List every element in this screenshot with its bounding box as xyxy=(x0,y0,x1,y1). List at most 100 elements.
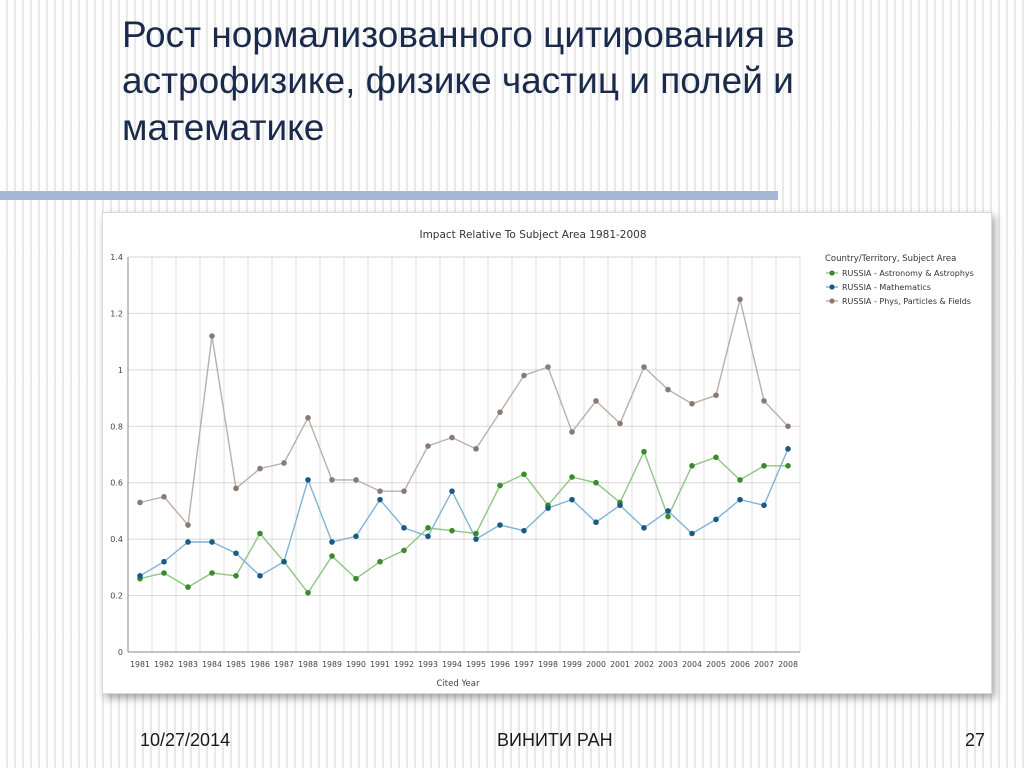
data-point xyxy=(185,584,191,590)
data-point xyxy=(425,533,431,540)
x-tick-label: 2007 xyxy=(754,660,774,669)
data-point xyxy=(233,550,239,557)
data-point xyxy=(257,530,263,537)
x-tick-label: 2003 xyxy=(658,660,678,669)
data-point xyxy=(689,400,695,407)
data-point xyxy=(569,429,575,435)
data-point xyxy=(329,477,335,483)
data-point xyxy=(161,558,167,565)
y-tick-label: 0.4 xyxy=(110,535,123,544)
data-point xyxy=(257,573,263,579)
data-point xyxy=(545,505,551,511)
data-point xyxy=(329,553,335,559)
data-point xyxy=(593,519,599,526)
data-point xyxy=(161,494,167,500)
data-point xyxy=(761,462,767,469)
x-tick-label: 1993 xyxy=(418,660,438,669)
data-point xyxy=(473,530,479,537)
y-tick-label: 0.2 xyxy=(110,592,123,601)
data-point xyxy=(617,502,623,509)
y-tick-label: 0 xyxy=(118,648,123,657)
data-point xyxy=(137,573,143,579)
legend-swatch-marker xyxy=(829,284,835,290)
x-tick-label: 1982 xyxy=(154,660,174,669)
data-point xyxy=(401,547,407,554)
data-point xyxy=(665,513,671,520)
data-point xyxy=(209,333,215,339)
title-divider xyxy=(0,191,778,200)
x-tick-label: 1981 xyxy=(130,660,150,669)
data-point xyxy=(377,496,383,503)
x-tick-label: 1986 xyxy=(250,660,270,669)
legend-swatch-marker xyxy=(829,270,835,276)
x-axis-label: Cited Year xyxy=(437,679,480,689)
data-point xyxy=(785,423,791,430)
data-point xyxy=(689,530,695,537)
data-point xyxy=(185,539,191,545)
slide-title-line: астрофизике, физике частиц и полей и xyxy=(122,60,794,102)
data-point xyxy=(593,398,599,404)
page-number: 27 xyxy=(965,730,986,750)
chart-title: Impact Relative To Subject Area 1981-200… xyxy=(419,229,646,241)
x-tick-label: 2008 xyxy=(778,660,798,669)
data-point xyxy=(305,415,311,421)
x-tick-label: 1987 xyxy=(274,660,294,669)
data-point xyxy=(665,508,671,514)
x-tick-label: 1994 xyxy=(442,660,462,669)
y-tick-label: 0.8 xyxy=(110,422,123,431)
data-point xyxy=(617,420,623,427)
data-point xyxy=(281,558,287,565)
x-tick-label: 2005 xyxy=(706,660,726,669)
data-point xyxy=(497,409,503,415)
footer-organization: ВИНИТИ РАН xyxy=(497,730,613,750)
data-point xyxy=(689,462,695,469)
x-tick-label: 1988 xyxy=(298,660,318,669)
data-point xyxy=(449,527,455,534)
data-point xyxy=(425,525,431,531)
data-point xyxy=(449,434,455,441)
data-point xyxy=(785,462,791,469)
data-point xyxy=(665,386,671,393)
data-point xyxy=(521,372,527,379)
x-tick-label: 1983 xyxy=(178,660,198,669)
data-point xyxy=(473,446,479,452)
slide-title-line: Рост нормализованного цитирования в xyxy=(122,14,795,55)
slide-title-line: математике xyxy=(122,106,325,148)
data-point xyxy=(473,536,479,542)
data-point xyxy=(425,443,431,449)
x-tick-label: 1989 xyxy=(322,660,342,669)
data-point xyxy=(377,558,383,565)
footer-date: 10/27/2014 xyxy=(140,730,231,750)
data-point xyxy=(545,364,551,370)
data-point xyxy=(401,488,407,494)
slide-title: Рост нормализованного цитирования в астр… xyxy=(122,12,1002,151)
x-tick-label: 1990 xyxy=(346,660,366,669)
legend-title: Country/Territory, Subject Area xyxy=(825,254,956,264)
data-point xyxy=(497,522,503,528)
data-point xyxy=(737,496,743,503)
x-tick-label: 2000 xyxy=(586,660,606,669)
x-tick-label: 1997 xyxy=(514,660,534,669)
data-point xyxy=(737,477,743,483)
data-point xyxy=(233,573,239,579)
data-point xyxy=(761,398,767,404)
y-tick-label: 1.2 xyxy=(110,309,123,318)
x-tick-label: 2002 xyxy=(634,660,654,669)
data-point xyxy=(497,482,503,489)
data-point xyxy=(713,392,719,399)
x-tick-label: 1996 xyxy=(490,660,510,669)
series-line xyxy=(139,448,789,577)
data-point xyxy=(137,499,143,506)
y-tick-label: 1 xyxy=(118,366,123,375)
data-point xyxy=(713,454,719,461)
data-point xyxy=(401,525,407,531)
x-tick-label: 1995 xyxy=(466,660,486,669)
data-point xyxy=(713,516,719,523)
data-point xyxy=(353,477,359,483)
x-tick-label: 2004 xyxy=(682,660,702,669)
data-point xyxy=(233,485,239,492)
data-point xyxy=(569,474,575,480)
data-point xyxy=(281,460,287,466)
data-point xyxy=(593,479,599,486)
data-point xyxy=(185,522,191,528)
